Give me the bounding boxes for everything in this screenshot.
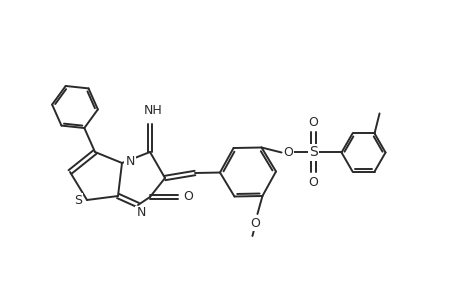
Text: O: O xyxy=(283,146,293,159)
Text: NH: NH xyxy=(143,103,162,116)
Text: O: O xyxy=(250,218,260,230)
Text: O: O xyxy=(308,176,318,189)
Text: O: O xyxy=(308,116,318,129)
Text: O: O xyxy=(183,190,192,203)
Text: S: S xyxy=(74,194,82,206)
Text: N: N xyxy=(125,154,134,167)
Text: N: N xyxy=(136,206,146,220)
Text: S: S xyxy=(308,146,317,160)
